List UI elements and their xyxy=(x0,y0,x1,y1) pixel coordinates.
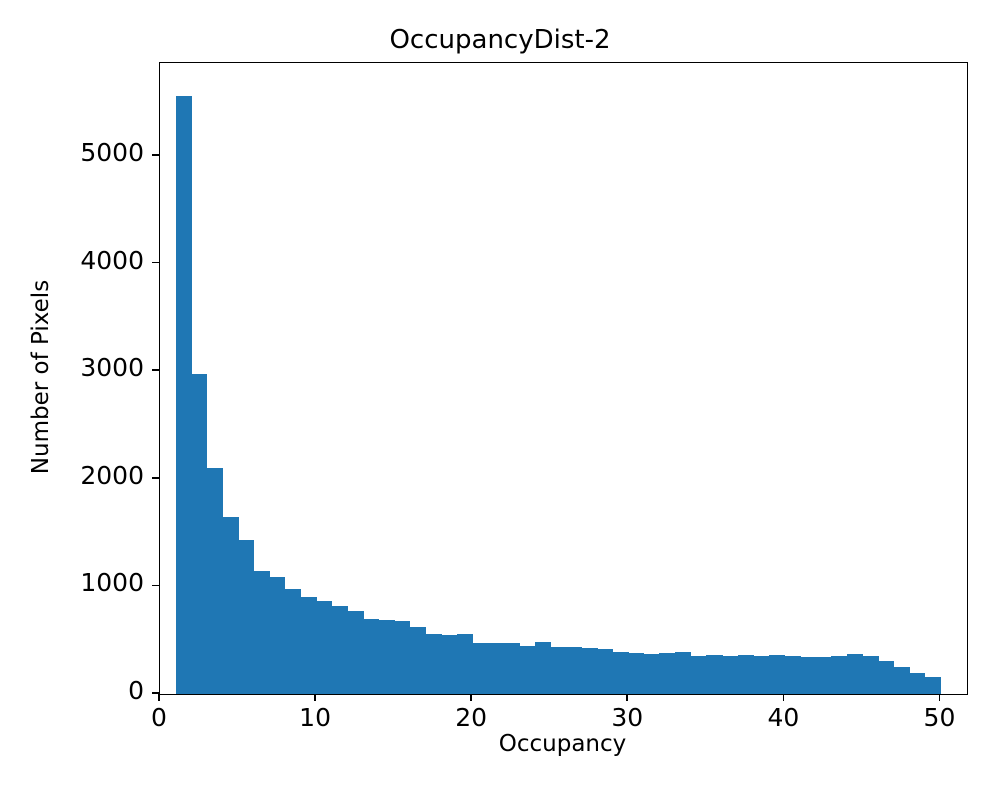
y-axis-tick-mark xyxy=(152,477,159,479)
x-axis-tick-mark xyxy=(626,694,629,701)
x-axis-tick-mark xyxy=(158,694,160,701)
histogram-bar xyxy=(456,633,473,694)
x-axis-tick-mark xyxy=(938,694,941,701)
histogram-bar xyxy=(175,96,192,694)
histogram-bar xyxy=(487,643,504,694)
histogram-bar xyxy=(706,655,723,694)
histogram-bar xyxy=(440,635,458,694)
y-axis-tick-label: 5000 xyxy=(80,138,144,168)
histogram-bar xyxy=(316,601,333,694)
histogram-bar xyxy=(534,642,551,694)
y-axis-tick-label: 4000 xyxy=(80,245,144,275)
plot-area xyxy=(159,62,968,695)
x-axis-tick-label: 10 xyxy=(299,703,331,732)
y-axis-tick-mark xyxy=(152,154,159,156)
histogram-bar xyxy=(206,467,224,694)
histogram-bar xyxy=(878,660,895,694)
histogram-bar xyxy=(409,627,426,694)
histogram-bar xyxy=(924,676,942,694)
histogram-bar xyxy=(269,577,286,694)
histogram-bar xyxy=(565,646,583,694)
histogram-bar xyxy=(378,620,395,694)
histogram-bar xyxy=(347,610,364,694)
y-axis-tick-label: 2000 xyxy=(80,460,144,490)
histogram-bar xyxy=(815,656,832,694)
histogram-bar xyxy=(238,540,255,694)
y-axis-tick-mark xyxy=(152,261,159,264)
histogram-bar xyxy=(581,648,598,694)
histogram-bar xyxy=(284,589,302,694)
y-axis-tick-mark xyxy=(152,584,159,587)
histogram-bar xyxy=(909,673,926,694)
histogram-bar xyxy=(737,655,754,694)
x-axis-label: Occupancy xyxy=(498,731,627,757)
x-axis-tick-label: 0 xyxy=(151,703,167,732)
x-axis-tick-mark xyxy=(470,694,472,701)
histogram-bar xyxy=(612,651,629,694)
y-axis-tick-label: 1000 xyxy=(80,568,144,598)
chart-title: OccupancyDist-2 xyxy=(389,25,611,55)
histogram-bar xyxy=(768,655,785,694)
histogram-bar xyxy=(394,621,411,694)
histogram-bar xyxy=(503,643,520,694)
histogram-bar xyxy=(659,652,676,694)
x-axis-tick-label: 40 xyxy=(767,703,800,732)
histogram-bar xyxy=(550,646,567,694)
y-axis-tick-mark xyxy=(152,369,159,372)
histogram-bar xyxy=(222,517,239,694)
histogram-bar xyxy=(519,646,536,694)
histogram-bar xyxy=(799,657,817,694)
histogram-bar xyxy=(721,655,739,694)
histogram-bar xyxy=(831,655,848,694)
x-axis-tick-label: 20 xyxy=(455,703,488,732)
y-axis-tick-mark xyxy=(152,692,159,694)
y-axis-tick-label: 0 xyxy=(128,676,144,705)
histogram-bar xyxy=(362,618,380,694)
histogram-bar xyxy=(597,649,614,694)
x-axis-tick-mark xyxy=(314,694,316,701)
histogram-bar xyxy=(846,654,863,694)
x-axis-tick-label: 50 xyxy=(923,703,956,732)
histogram-bar xyxy=(862,655,879,694)
histogram-bar xyxy=(690,655,707,694)
y-axis-tick-label: 3000 xyxy=(80,353,144,383)
histogram-bar xyxy=(300,597,317,694)
x-axis-tick-mark xyxy=(782,694,785,701)
histogram-bar xyxy=(191,373,208,694)
histogram-bar xyxy=(784,655,801,694)
x-axis-tick-label: 30 xyxy=(611,703,644,732)
histogram-bar xyxy=(753,656,770,694)
histogram-bar xyxy=(253,571,270,694)
histogram-bar xyxy=(628,653,645,694)
histogram-bars xyxy=(160,63,967,694)
histogram-bar xyxy=(675,651,692,694)
histogram-bar xyxy=(643,654,661,694)
histogram-bar xyxy=(893,666,910,694)
histogram-bar xyxy=(425,633,442,694)
histogram-bar xyxy=(472,642,489,694)
histogram-bar xyxy=(331,605,348,694)
